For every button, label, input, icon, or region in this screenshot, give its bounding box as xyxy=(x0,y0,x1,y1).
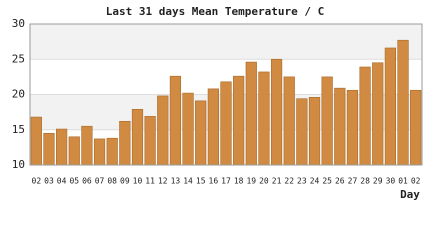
bar xyxy=(106,137,118,166)
x-tick-label: 01 xyxy=(398,177,408,186)
y-tick-label: 15 xyxy=(12,123,25,136)
x-tick-label: 05 xyxy=(69,177,79,186)
x-tick-label: 07 xyxy=(95,177,105,186)
bar xyxy=(270,58,283,166)
bar xyxy=(182,92,194,166)
y-tick-label: 20 xyxy=(12,88,25,101)
bar xyxy=(334,87,346,166)
bar xyxy=(258,71,270,166)
x-tick-label: 03 xyxy=(44,177,54,186)
grid-band xyxy=(30,24,422,60)
bar xyxy=(30,116,42,166)
bar xyxy=(169,75,182,166)
bar xyxy=(296,98,308,166)
x-tick-label: 06 xyxy=(82,177,92,186)
x-tick-label: 29 xyxy=(373,177,383,186)
x-tick-label: 19 xyxy=(246,177,256,186)
x-tick-label: 26 xyxy=(335,177,345,186)
x-tick-label: 24 xyxy=(310,177,320,186)
x-tick-label: 10 xyxy=(133,177,143,186)
bar xyxy=(56,128,68,166)
x-tick-label: 20 xyxy=(259,177,269,186)
bar xyxy=(384,47,396,166)
bar xyxy=(93,138,106,166)
x-tick-label: 30 xyxy=(386,177,396,186)
x-tick-label: 28 xyxy=(360,177,370,186)
chart: Last 31 days Mean Temperature / C Day 10… xyxy=(12,5,423,200)
x-tick-label: 02 xyxy=(411,177,421,186)
bar xyxy=(119,120,131,166)
y-tick-label: 25 xyxy=(12,52,25,65)
x-tick-label: 16 xyxy=(209,177,219,186)
x-axis-label: Day xyxy=(400,188,420,200)
plot-border xyxy=(29,23,423,166)
bar xyxy=(68,136,80,166)
x-tick-label: 17 xyxy=(221,177,231,186)
bar xyxy=(207,88,219,166)
chart-title: Last 31 days Mean Temperature / C xyxy=(106,5,325,18)
bar xyxy=(144,116,156,166)
bar xyxy=(81,125,93,166)
bar xyxy=(157,95,169,166)
x-tick-label: 15 xyxy=(196,177,206,186)
bar xyxy=(43,132,55,166)
x-tick-label: 04 xyxy=(57,177,67,186)
bar xyxy=(131,109,144,166)
bar xyxy=(283,76,295,166)
bar xyxy=(397,39,409,166)
y-tick-label: 10 xyxy=(12,158,25,171)
bar xyxy=(346,89,359,166)
bar xyxy=(308,97,321,166)
x-tick-label: 14 xyxy=(183,177,193,186)
bar xyxy=(195,100,207,166)
bar xyxy=(245,61,257,166)
x-tick-label: 25 xyxy=(322,177,332,186)
x-tick-label: 22 xyxy=(284,177,294,186)
x-tick-label: 12 xyxy=(158,177,168,186)
bar xyxy=(410,89,422,166)
x-tick-label: 09 xyxy=(120,177,130,186)
bar xyxy=(321,76,333,166)
bar xyxy=(233,75,245,166)
x-tick-label: 23 xyxy=(297,177,307,186)
x-tick-label: 11 xyxy=(145,177,155,186)
x-tick-label: 27 xyxy=(348,177,358,186)
x-tick-label: 18 xyxy=(234,177,244,186)
bar xyxy=(220,81,232,166)
x-tick-label: 08 xyxy=(107,177,117,186)
bar xyxy=(359,66,371,166)
x-tick-label: 13 xyxy=(171,177,181,186)
bar xyxy=(372,62,384,166)
y-tick-label: 30 xyxy=(12,17,25,30)
x-tick-label: 02 xyxy=(32,177,42,186)
x-tick-label: 21 xyxy=(272,177,282,186)
